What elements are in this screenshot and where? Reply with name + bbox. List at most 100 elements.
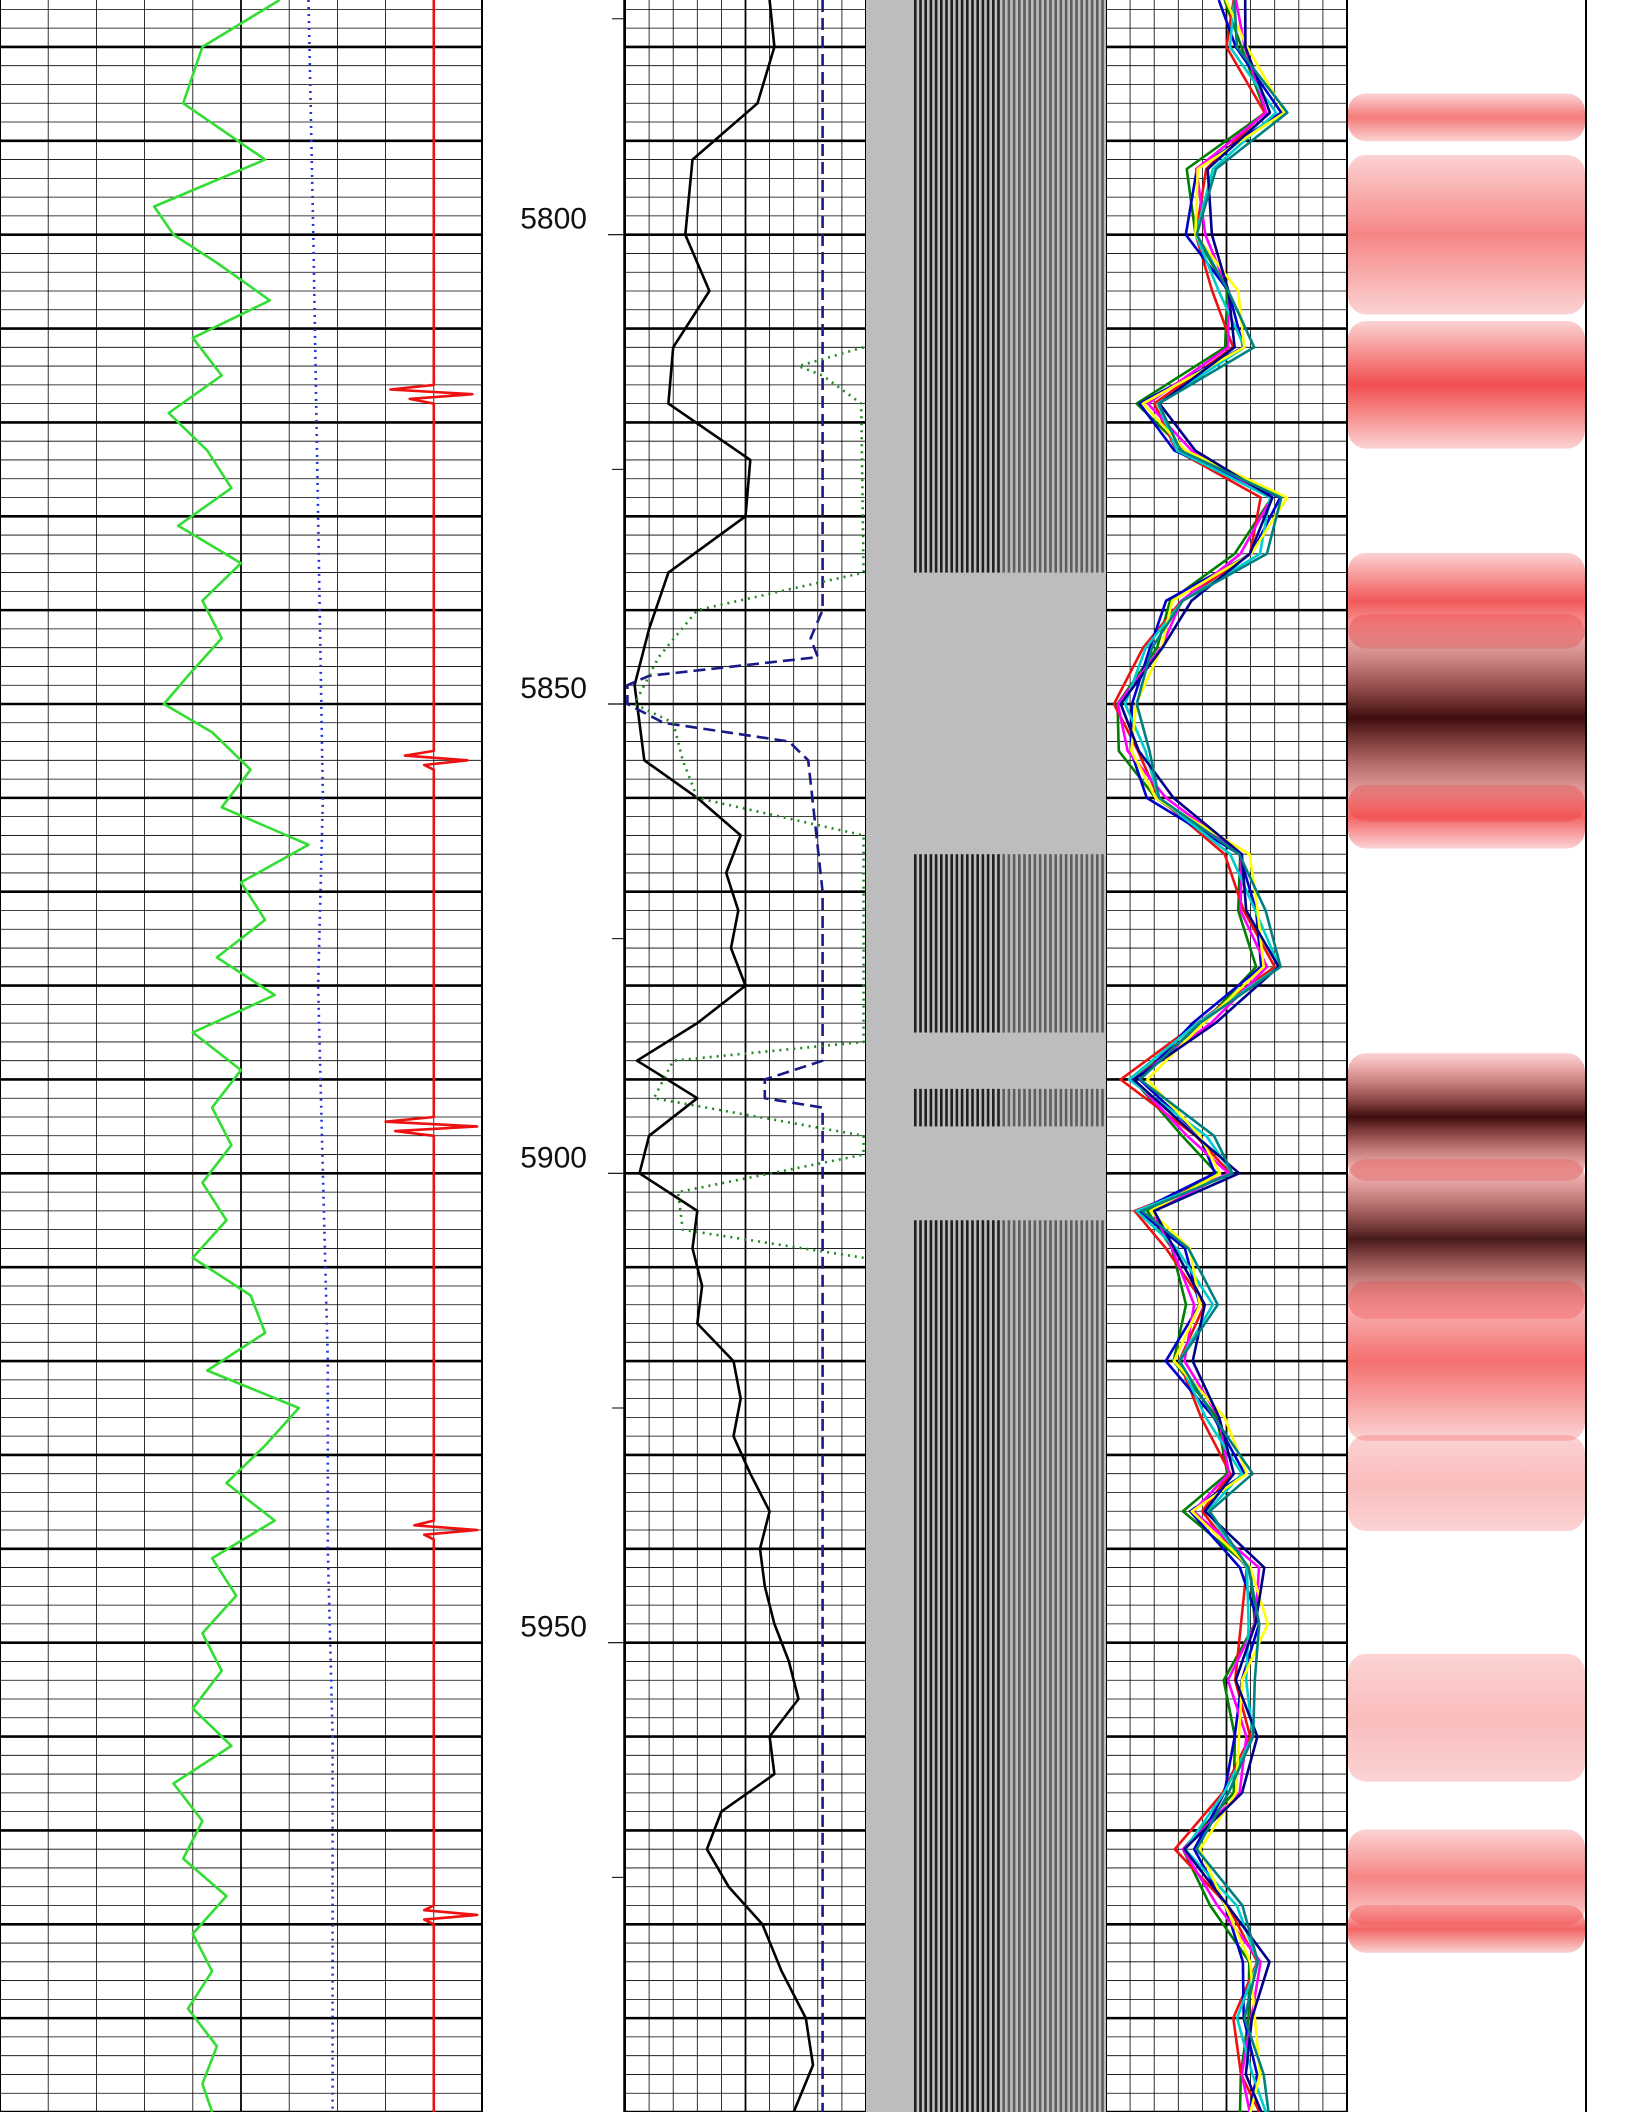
waveform-trace [1059, 1088, 1063, 1127]
waveform-trace [1044, 0, 1047, 573]
waveform-trace [1090, 1088, 1094, 1127]
waveform-trace [940, 1088, 943, 1127]
waveform-trace [1070, 0, 1073, 573]
waveform-trace [914, 0, 917, 573]
waveform-trace [960, 1088, 964, 1127]
waveform-trace [914, 854, 917, 1033]
waveform-trace [934, 854, 938, 1033]
waveform-trace [1049, 0, 1052, 573]
waveform-trace [1064, 1088, 1068, 1127]
waveform-trace [986, 854, 990, 1033]
waveform-trace [1033, 0, 1037, 573]
waveform-trace [1033, 1220, 1037, 2112]
waveform-trace [1038, 1220, 1042, 2112]
waveform-trace [976, 1220, 979, 2112]
waveform-trace [1044, 1088, 1047, 1127]
track4-curve-1 [1112, 0, 1276, 2112]
waveform-trace [992, 1220, 995, 2112]
waveform-trace [1054, 0, 1057, 573]
track1-curve-1 [307, 0, 334, 2112]
waveform-trace [934, 1088, 938, 1127]
waveform-trace [1059, 854, 1063, 1033]
waveform-trace [1044, 854, 1047, 1033]
waveform-trace [997, 854, 1000, 1033]
waveform-trace [1049, 854, 1052, 1033]
waveform-trace [986, 1220, 990, 2112]
density-band [1348, 1829, 1585, 1926]
waveform-trace [950, 854, 953, 1033]
waveform-trace [1023, 854, 1026, 1033]
waveform-trace [1070, 1220, 1073, 2112]
waveform-trace [1059, 1220, 1063, 2112]
waveform-trace [924, 1220, 927, 2112]
track1-curve-2 [384, 0, 479, 2112]
waveform-trace [997, 1088, 1000, 1127]
waveform-trace [1075, 0, 1078, 573]
waveform-trace [1059, 0, 1063, 573]
waveform-trace [960, 1220, 964, 2112]
waveform-trace [1096, 1088, 1099, 1127]
waveform-trace [1049, 1220, 1052, 2112]
track4-curve-7 [1135, 0, 1289, 2112]
track4-curve-3 [1116, 0, 1273, 2112]
waveform-trace [1012, 1088, 1016, 1127]
waveform-trace [976, 854, 979, 1033]
waveform-trace [976, 0, 979, 573]
waveform-trace [924, 0, 927, 573]
depth-tick-label-2: 5900 [520, 1141, 587, 1174]
waveform-track [866, 0, 1106, 2112]
waveform-trace [919, 1220, 922, 2112]
waveform-trace [997, 1220, 1000, 2112]
waveform-trace [960, 854, 964, 1033]
waveform-trace [1023, 1220, 1026, 2112]
waveform-trace [976, 1088, 979, 1127]
waveform-trace [1054, 1088, 1057, 1127]
track-grid [0, 0, 1587, 2112]
waveform-trace [1080, 1220, 1083, 2112]
waveform-trace [940, 1220, 943, 2112]
waveform-trace [1028, 854, 1031, 1033]
track2-curve-2 [633, 346, 865, 1260]
waveform-trace [966, 1220, 969, 2112]
waveform-trace [1023, 1088, 1026, 1127]
waveform-trace [1002, 1088, 1005, 1127]
waveform-trace [1007, 0, 1011, 573]
waveform-trace [981, 0, 985, 573]
density-band [1348, 1653, 1585, 1782]
density-band [1348, 784, 1585, 849]
depth-axis: 5800 5850 5900 5950 [520, 0, 625, 2112]
waveform-trace [992, 854, 995, 1033]
density-band [1348, 614, 1585, 822]
waveform-trace [997, 0, 1000, 573]
waveform-trace [929, 1088, 933, 1127]
waveform-trace [955, 854, 959, 1033]
waveform-trace [992, 0, 995, 573]
waveform-trace [924, 854, 927, 1033]
waveform-trace [1101, 1088, 1104, 1127]
track2-curve-0 [633, 0, 815, 2112]
waveform-trace [919, 1088, 922, 1127]
density-track [1348, 93, 1585, 1953]
waveform-trace [1007, 854, 1011, 1033]
waveform-trace [1007, 1220, 1011, 2112]
waveform-trace [940, 854, 943, 1033]
waveform-trace [914, 1088, 917, 1127]
waveform-trace [1101, 854, 1104, 1033]
waveform-trace [1085, 854, 1089, 1033]
waveform-trace [1054, 1220, 1057, 2112]
waveform-trace [1038, 854, 1042, 1033]
waveform-trace [966, 0, 969, 573]
waveform-trace [1012, 1220, 1016, 2112]
waveform-trace [1096, 1220, 1099, 2112]
waveform-trace [1038, 1088, 1042, 1127]
waveform-trace [1090, 0, 1094, 573]
waveform-trace [1012, 854, 1016, 1033]
waveform-trace [945, 0, 948, 573]
waveform-trace [1018, 1088, 1021, 1127]
waveform-trace [986, 0, 990, 573]
waveform-trace [966, 1088, 969, 1127]
waveform-trace [981, 1220, 985, 2112]
waveform-trace [1064, 854, 1068, 1033]
waveform-trace [955, 0, 959, 573]
waveform-trace [1096, 0, 1099, 573]
